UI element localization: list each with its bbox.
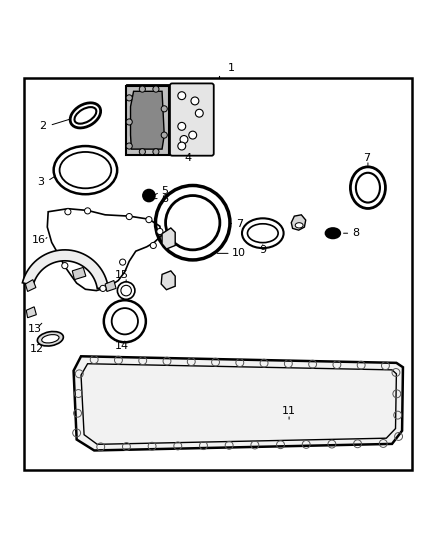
Text: 6: 6 <box>161 193 168 204</box>
Circle shape <box>126 119 132 125</box>
Circle shape <box>195 109 203 117</box>
Circle shape <box>157 229 163 235</box>
Circle shape <box>126 95 132 101</box>
Text: 13: 13 <box>28 324 42 334</box>
Circle shape <box>65 209 71 215</box>
FancyBboxPatch shape <box>170 84 214 156</box>
Circle shape <box>126 143 132 149</box>
Bar <box>126 86 169 155</box>
Circle shape <box>150 243 156 248</box>
Circle shape <box>100 285 106 292</box>
Circle shape <box>189 131 197 139</box>
Circle shape <box>139 86 145 92</box>
Bar <box>24 78 412 470</box>
Circle shape <box>146 216 152 223</box>
Text: 1: 1 <box>228 63 235 73</box>
Text: 7: 7 <box>364 153 371 163</box>
Bar <box>127 85 169 155</box>
Circle shape <box>153 149 159 155</box>
Ellipse shape <box>42 335 59 343</box>
Text: 12: 12 <box>30 344 44 354</box>
Ellipse shape <box>37 332 64 346</box>
Circle shape <box>178 142 186 150</box>
Circle shape <box>143 189 155 201</box>
Polygon shape <box>26 307 36 318</box>
Polygon shape <box>162 228 175 249</box>
Circle shape <box>153 86 159 92</box>
Polygon shape <box>131 91 164 149</box>
Text: 5: 5 <box>161 186 168 196</box>
Polygon shape <box>161 271 175 290</box>
Text: 16: 16 <box>32 235 46 245</box>
Text: 10: 10 <box>232 248 246 259</box>
Text: 4: 4 <box>184 153 191 163</box>
Text: 2: 2 <box>39 122 46 131</box>
Text: 11: 11 <box>282 406 296 416</box>
Circle shape <box>178 92 186 100</box>
Polygon shape <box>291 215 306 230</box>
Polygon shape <box>105 280 116 292</box>
Text: 9: 9 <box>259 245 266 255</box>
Ellipse shape <box>326 229 340 238</box>
Circle shape <box>126 214 132 220</box>
Circle shape <box>85 208 91 214</box>
Circle shape <box>161 106 167 112</box>
Text: 7: 7 <box>236 219 243 229</box>
Circle shape <box>191 97 199 105</box>
Circle shape <box>120 259 126 265</box>
Circle shape <box>178 123 186 130</box>
Polygon shape <box>25 280 36 292</box>
Circle shape <box>139 149 145 155</box>
Circle shape <box>62 263 68 269</box>
Text: 3: 3 <box>37 177 44 187</box>
Circle shape <box>180 135 188 143</box>
Polygon shape <box>72 268 86 280</box>
Text: 15: 15 <box>115 270 129 280</box>
Ellipse shape <box>295 223 303 228</box>
Circle shape <box>161 132 167 138</box>
Text: 14: 14 <box>115 341 129 351</box>
Polygon shape <box>74 356 403 450</box>
Text: 8: 8 <box>353 228 360 238</box>
Bar <box>173 85 212 152</box>
Polygon shape <box>22 250 108 288</box>
